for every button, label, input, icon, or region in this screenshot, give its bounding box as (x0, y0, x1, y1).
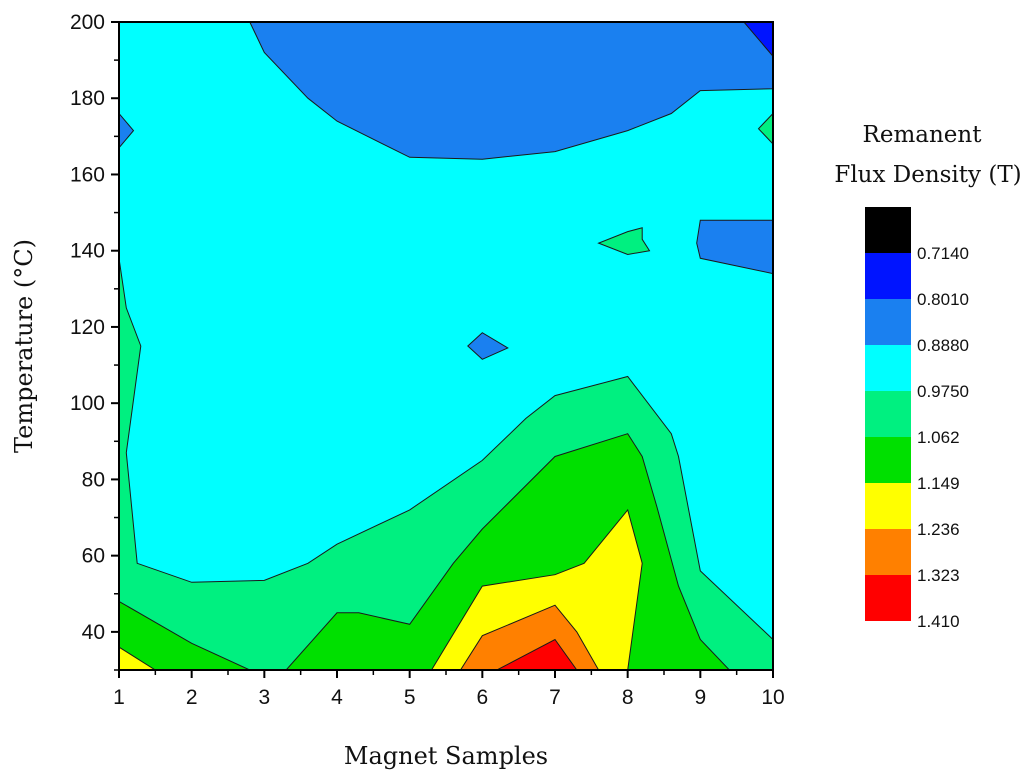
legend-label: 1.236 (917, 520, 960, 539)
y-tick-label: 100 (70, 392, 105, 415)
x-axis-title: Magnet Samples (344, 742, 548, 770)
contour-region-12 (758, 113, 773, 144)
legend-swatch (865, 437, 911, 483)
y-axis-title: Temperature (°C) (10, 239, 38, 453)
legend-swatch (865, 299, 911, 345)
x-tick-label: 3 (258, 686, 270, 709)
legend-label: 1.323 (917, 566, 960, 585)
x-tick-label: 4 (331, 686, 343, 709)
legend-swatch (865, 207, 911, 253)
contour-region-5 (496, 639, 577, 670)
contour-line-10 (743, 22, 773, 58)
contour-line-1 (119, 258, 773, 670)
y-tick-label: 160 (70, 163, 105, 186)
legend-label: 0.9750 (917, 382, 969, 401)
x-tick-label: 6 (476, 686, 488, 709)
y-tick-label: 60 (82, 545, 105, 568)
legend-label: 1.410 (917, 612, 960, 631)
x-tick-label: 9 (694, 686, 706, 709)
y-tick-label: 40 (82, 621, 105, 644)
contour-line-5 (496, 638, 578, 670)
contour-region-8 (467, 332, 508, 360)
legend-title-line1: Remanent (863, 122, 983, 148)
legend-label: 1.062 (917, 428, 960, 447)
x-tick-label: 8 (622, 686, 634, 709)
contour-region-9 (696, 220, 773, 274)
legend-swatch (865, 253, 911, 299)
y-tick-label: 120 (70, 316, 105, 339)
contour-line-2 (119, 433, 731, 670)
y-tick-label: 200 (70, 11, 105, 34)
contour-regions (119, 22, 773, 670)
legend-swatch (865, 345, 911, 391)
y-tick-label: 180 (70, 87, 105, 110)
y-tick-label: 140 (70, 240, 105, 263)
legend-label: 1.149 (917, 474, 960, 493)
contour-line-3 (119, 508, 643, 670)
contour-line-6 (249, 22, 773, 160)
legend-title-line2: Flux Density (T) (834, 162, 1021, 188)
legend-label: 0.7140 (917, 244, 969, 263)
legend-swatch (865, 483, 911, 529)
contour-line-8 (467, 332, 509, 360)
contour-region-7 (119, 113, 134, 148)
legend-swatch (865, 529, 911, 575)
contour-line-12 (757, 112, 773, 145)
contour-line-7 (119, 112, 135, 149)
x-tick-label: 10 (761, 686, 784, 709)
legend-label: 0.8880 (917, 336, 969, 355)
color-legend: 0.7140 0.8010 0.8880 0.9750 1.062 1.149 1.236 1… (865, 207, 969, 631)
contour-line-11 (597, 227, 651, 256)
legend-label: 0.8010 (917, 290, 969, 309)
x-tick-label: 1 (113, 686, 125, 709)
x-tick-label: 2 (186, 686, 198, 709)
legend-swatch (865, 575, 911, 621)
x-tick-label: 5 (404, 686, 416, 709)
legend-swatch (865, 391, 911, 437)
contour-line-9 (696, 219, 773, 275)
contour-line-4 (459, 604, 600, 670)
y-tick-label: 80 (82, 468, 105, 491)
x-axis-ticks: 1 2 3 4 5 6 7 8 9 10 (113, 670, 785, 709)
x-tick-label: 7 (549, 686, 561, 709)
y-axis-ticks: 40 60 80 100 120 140 160 180 200 (70, 11, 119, 671)
